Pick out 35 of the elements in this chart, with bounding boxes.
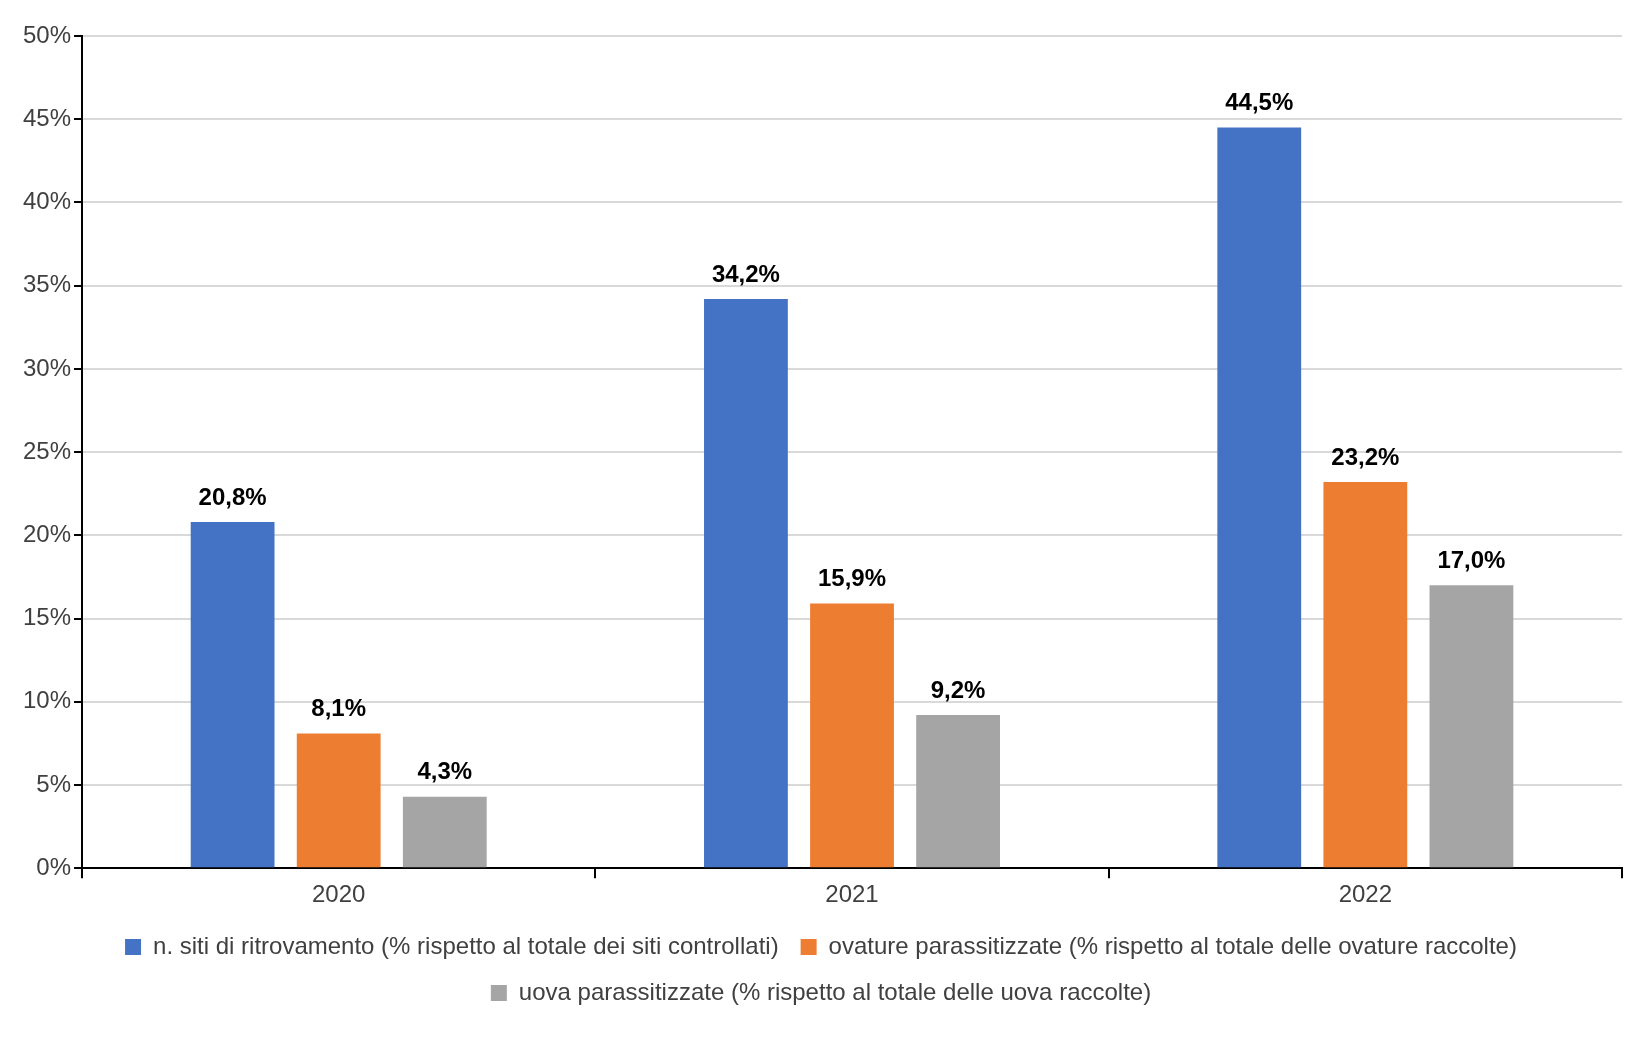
bar xyxy=(296,733,381,868)
y-tick-label: 15% xyxy=(22,603,72,631)
legend-label: uova parassitizzate (% rispetto al totale delle uova raccolte) xyxy=(518,977,1152,1005)
bar xyxy=(916,715,1001,868)
data-label: 20,8% xyxy=(198,482,267,510)
bar xyxy=(1217,127,1302,868)
bar xyxy=(1323,482,1408,868)
legend-label: ovature parassitizzate (% rispetto al totale delle ovature raccolte) xyxy=(828,931,1517,959)
y-tick-label: 35% xyxy=(22,270,72,298)
legend-label: n. siti di ritrovamento (% rispetto al totale dei siti controllati) xyxy=(153,931,779,959)
data-label: 8,1% xyxy=(311,694,367,722)
data-label: 44,5% xyxy=(1225,88,1294,116)
bar xyxy=(402,796,487,868)
y-tick-label: 45% xyxy=(22,103,72,131)
data-label: 4,3% xyxy=(417,757,473,785)
x-tick-label: 2021 xyxy=(825,880,879,908)
y-tick-label: 20% xyxy=(22,519,72,547)
data-label: 17,0% xyxy=(1437,545,1506,573)
data-label: 34,2% xyxy=(711,259,780,287)
data-label: 23,2% xyxy=(1331,442,1400,470)
y-tick-label: 5% xyxy=(36,769,72,797)
bar xyxy=(190,522,275,868)
bar xyxy=(704,298,788,868)
y-tick-label: 40% xyxy=(22,187,72,215)
y-tick-label: 50% xyxy=(22,20,72,48)
y-tick-label: 0% xyxy=(36,852,72,880)
data-label: 9,2% xyxy=(930,675,986,703)
y-tick-label: 25% xyxy=(22,436,72,464)
bar xyxy=(810,603,894,868)
x-tick-label: 2022 xyxy=(1338,880,1393,908)
x-tick-label: 2020 xyxy=(312,880,366,908)
bar xyxy=(1429,585,1514,868)
y-tick-label: 30% xyxy=(22,353,72,381)
data-label: 15,9% xyxy=(817,564,887,592)
y-tick-label: 10% xyxy=(22,686,72,714)
